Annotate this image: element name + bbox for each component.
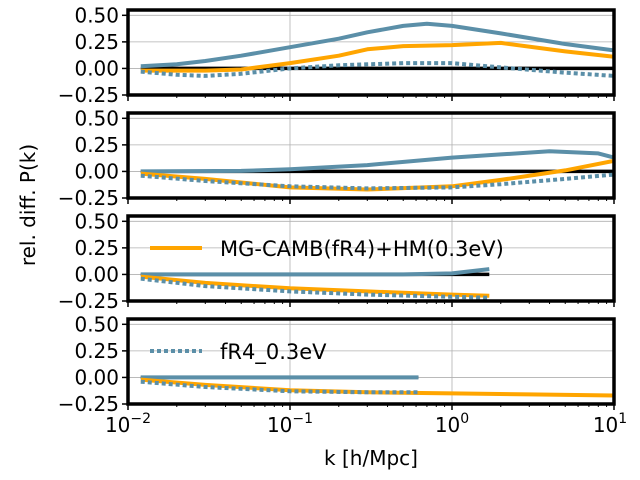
y-tick-label: 0.25: [74, 133, 119, 157]
series-line-solid-1: [140, 21, 614, 69]
series-line-dotted-3: [140, 379, 419, 395]
y-tick-label: 0.50: [74, 3, 119, 27]
x-axis-label: k [h/Mpc]: [324, 446, 418, 470]
series-line-solid-2: [140, 40, 614, 73]
series-group: [140, 21, 614, 78]
panel-frame: [126, 214, 616, 303]
y-tick-label: 0.50: [74, 312, 119, 336]
x-tick-label-base: 10: [593, 413, 618, 437]
series-line-dotted-3: [140, 61, 614, 78]
y-tick-label: 0.00: [74, 365, 119, 389]
x-tick-label-base: 10: [267, 413, 292, 437]
panel-frame: [126, 8, 616, 97]
y-tick-label: 0.00: [74, 262, 119, 286]
y-tick-label: −0.25: [58, 186, 119, 210]
y-tick-label: −0.25: [58, 392, 119, 416]
series-line-dotted-3: [140, 172, 614, 191]
legend-label: fR4_0.3eV: [220, 340, 327, 365]
panel-4: −0.25 0.000.25 0.50 fR4_0.3eV: [58, 312, 616, 416]
y-tick-label: −0.25: [58, 83, 119, 107]
y-axis-label: rel. diff. P(k): [16, 144, 40, 266]
y-tick-label: −0.25: [58, 289, 119, 313]
series-group: [140, 375, 614, 398]
legend-label: MG-CAMB(fR4)+HM(0.3eV): [220, 237, 504, 261]
y-tick-label: 0.50: [74, 106, 119, 130]
x-tick-label: 101: [593, 411, 627, 437]
panel-1: −0.25 0.000.25 0.50: [58, 3, 616, 107]
series-line-dotted-3: [140, 276, 490, 300]
panel-frame: [126, 111, 616, 200]
panel-frame: [126, 317, 616, 406]
panels-layer: −0.250.000.250.50−0.250.000.250.50−0.250…: [58, 3, 627, 437]
y-tick-label: 0.00: [74, 159, 119, 183]
y-tick-label: 0.25: [74, 339, 119, 363]
series-line-solid-2: [140, 274, 490, 298]
y-tick-label: 0.00: [74, 56, 119, 80]
x-tick-label-exponent: −2: [130, 411, 151, 427]
x-tick-label: 10−2: [105, 411, 151, 437]
x-tick-label-base: 10: [105, 413, 130, 437]
panel-2: −0.25 0.000.25 0.50: [58, 106, 616, 210]
series-line-solid-1: [140, 267, 490, 277]
x-tick-label-base: 10: [435, 413, 460, 437]
x-tick-label-exponent: 0: [460, 411, 469, 427]
series-line-solid-1: [140, 149, 614, 174]
x-tick-label: 10−1: [267, 411, 313, 437]
panel-3: −0.25 0.000.25 0.50 MG-CAMB(fR4)+HM(0.3eV): [58, 209, 616, 313]
y-tick-label: 0.25: [74, 30, 119, 54]
y-tick-label: 0.25: [74, 236, 119, 260]
x-tick-label-exponent: −1: [292, 411, 313, 427]
series-group: [140, 267, 490, 300]
series-group: [140, 149, 614, 192]
x-tick-label: 100: [435, 411, 469, 437]
y-tick-label: 0.50: [74, 209, 119, 233]
x-tick-label-exponent: 1: [618, 411, 627, 427]
